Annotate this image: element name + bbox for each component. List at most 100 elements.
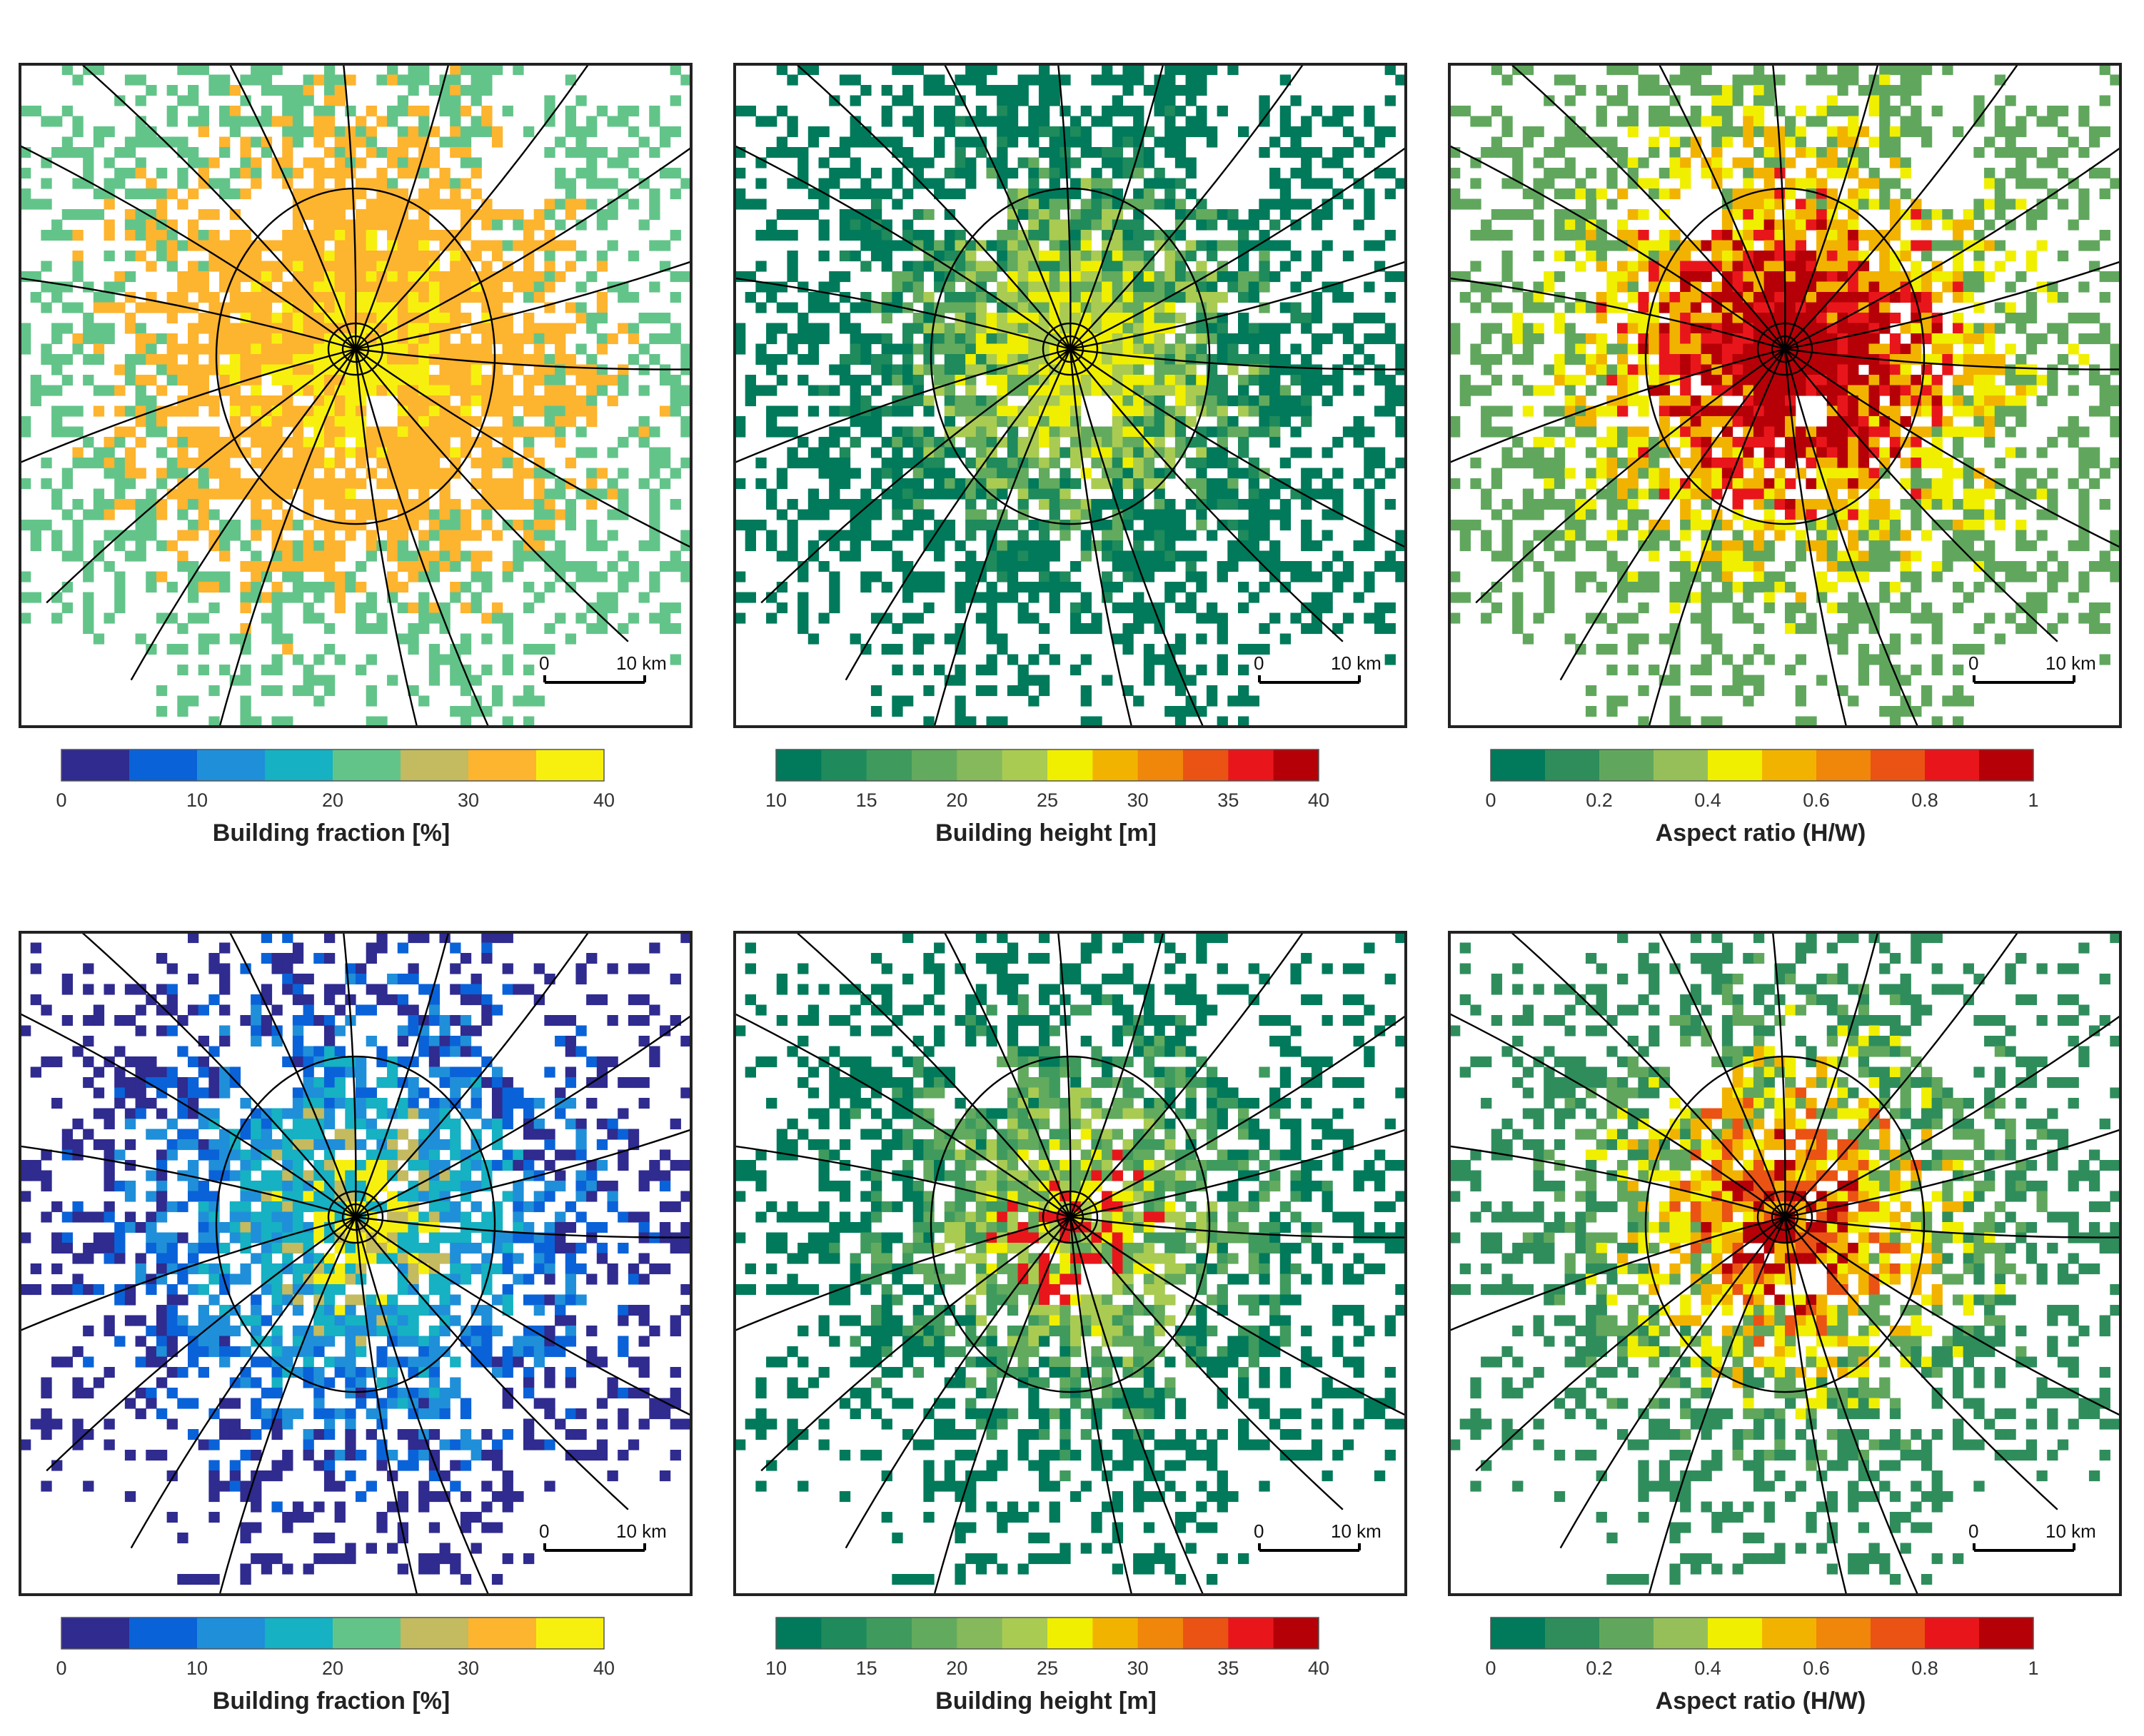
grid-cell [177, 665, 188, 676]
grid-cell [450, 188, 461, 200]
grid-cell [1301, 126, 1312, 138]
grid-cell [1512, 147, 1524, 158]
grid-cell [303, 198, 314, 210]
grid-cell [807, 292, 820, 303]
grid-cell [1785, 136, 1796, 148]
grid-cell [1342, 354, 1354, 365]
grid-cell [208, 426, 220, 438]
grid-cell [1238, 447, 1249, 458]
grid-cell [618, 292, 629, 303]
grid-cell [1091, 478, 1102, 490]
grid-cell [1196, 633, 1207, 645]
grid-cell [934, 271, 945, 283]
grid-cell [124, 468, 136, 479]
grid-cell [1091, 623, 1102, 635]
grid-cell [1133, 375, 1144, 386]
grid-cell [1248, 540, 1259, 552]
grid-cell [1774, 302, 1786, 313]
grid-cell [533, 478, 545, 490]
grid-cell [481, 437, 493, 448]
grid-cell [1290, 447, 1302, 458]
grid-cell [649, 240, 660, 251]
grid-cell [1269, 198, 1281, 210]
grid-cell [156, 230, 168, 241]
grid-cell [345, 385, 356, 396]
grid-cell [1491, 281, 1503, 293]
grid-cell [303, 488, 314, 500]
grid-cell [787, 230, 798, 241]
grid-cell [229, 168, 241, 179]
grid-cell [1102, 571, 1113, 582]
grid-cell [1301, 395, 1312, 407]
grid-cell [649, 571, 660, 582]
grid-cell [387, 198, 398, 210]
grid-cell [1879, 116, 1891, 127]
grid-cell [850, 251, 861, 262]
grid-cell [1133, 230, 1144, 241]
grid-cell [198, 230, 209, 241]
grid-cell [1049, 261, 1060, 272]
grid-cell [177, 302, 188, 313]
grid-cell [955, 323, 966, 334]
grid-cell [198, 323, 209, 334]
grid-cell [502, 385, 513, 396]
scale-start-label: 0 [539, 652, 549, 674]
grid-cell [1627, 126, 1639, 138]
grid-cell [470, 209, 482, 221]
grid-cell [1080, 437, 1092, 448]
grid-cell [986, 716, 997, 727]
grid-cell [387, 230, 398, 241]
grid-cell [292, 126, 304, 138]
grid-cell [208, 582, 220, 593]
grid-cell [1459, 198, 1471, 210]
grid-cell [1143, 571, 1155, 582]
grid-cell [735, 106, 746, 117]
grid-cell [944, 281, 956, 293]
grid-cell [586, 520, 598, 531]
grid-cell [1080, 219, 1092, 231]
grid-cell [923, 354, 935, 365]
grid-cell [892, 136, 903, 148]
grid-cell [1238, 313, 1249, 324]
grid-cell [1564, 116, 1576, 127]
grid-cell [1364, 509, 1375, 520]
grid-cell [1290, 612, 1302, 624]
grid-cell [1627, 157, 1639, 168]
grid-cell [418, 468, 430, 479]
grid-cell [1017, 281, 1029, 293]
grid-cell [439, 530, 451, 541]
grid-cell [72, 302, 84, 313]
grid-cell [649, 612, 660, 624]
grid-cell [1112, 561, 1124, 572]
grid-cell [607, 488, 618, 500]
grid-cell [146, 395, 157, 407]
grid-cell [1091, 209, 1102, 221]
colorbar-tick-label: 10 [765, 789, 787, 811]
grid-cell [565, 261, 577, 272]
grid-cell [1060, 240, 1071, 251]
grid-cell [755, 116, 767, 127]
grid-cell [2078, 188, 2090, 200]
grid-cell [1290, 147, 1302, 158]
grid-cell [787, 333, 798, 345]
road [1070, 142, 1414, 350]
grid-cell [649, 147, 660, 158]
grid-cell [1007, 343, 1019, 355]
grid-cell [1721, 188, 1733, 200]
grid-cell [481, 447, 493, 458]
grid-cell [450, 416, 461, 428]
grid-cell [1332, 623, 1344, 635]
grid-cell [533, 695, 545, 707]
grid-cell [955, 354, 966, 365]
grid-cell [408, 251, 419, 262]
grid-cell [965, 323, 977, 334]
grid-cell [387, 354, 398, 365]
grid-cell [1206, 488, 1218, 500]
grid-cell [513, 209, 524, 221]
grid-cell [387, 343, 398, 355]
grid-cell [1164, 530, 1176, 541]
grid-cell [870, 447, 882, 458]
grid-cell [1102, 354, 1113, 365]
grid-cell [1102, 343, 1113, 355]
grid-cell [1395, 530, 1406, 541]
